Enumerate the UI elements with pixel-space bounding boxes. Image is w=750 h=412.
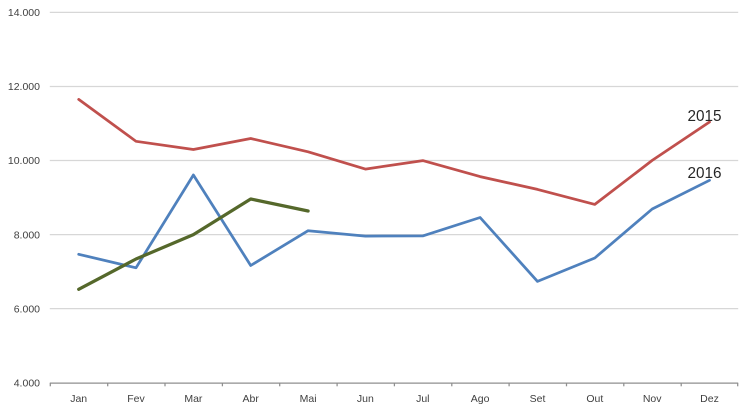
svg-text:Mar: Mar bbox=[184, 393, 203, 405]
svg-text:12.000: 12.000 bbox=[8, 81, 40, 93]
svg-text:8.000: 8.000 bbox=[14, 229, 40, 241]
svg-text:Out: Out bbox=[586, 393, 603, 405]
svg-text:6.000: 6.000 bbox=[14, 303, 40, 315]
svg-text:Jun: Jun bbox=[357, 393, 374, 405]
svg-text:14.000: 14.000 bbox=[8, 7, 40, 19]
svg-text:Set: Set bbox=[530, 393, 546, 405]
svg-text:Dez: Dez bbox=[700, 393, 719, 405]
svg-text:Jan: Jan bbox=[70, 393, 87, 405]
svg-text:2015: 2015 bbox=[688, 108, 722, 125]
svg-text:Fev: Fev bbox=[127, 393, 145, 405]
svg-text:Mai: Mai bbox=[300, 393, 317, 405]
svg-text:4.000: 4.000 bbox=[14, 378, 40, 390]
svg-text:Ago: Ago bbox=[471, 393, 490, 405]
svg-text:Jul: Jul bbox=[416, 393, 429, 405]
svg-text:2016: 2016 bbox=[688, 165, 722, 182]
svg-text:10.000: 10.000 bbox=[8, 155, 40, 167]
svg-text:Nov: Nov bbox=[643, 393, 662, 405]
svg-text:Abr: Abr bbox=[243, 393, 260, 405]
